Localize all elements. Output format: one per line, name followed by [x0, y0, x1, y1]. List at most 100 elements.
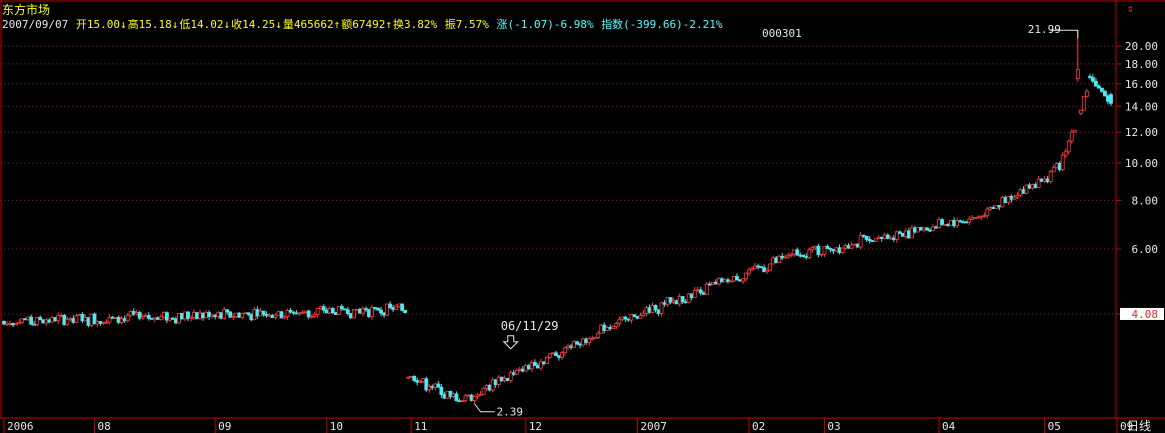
candle-up [107, 316, 112, 323]
candle-down [228, 311, 233, 318]
candle-down [738, 279, 742, 282]
candle-down [430, 386, 435, 388]
candle-up [882, 234, 887, 239]
candle-up [315, 308, 320, 315]
candle-down [291, 311, 296, 314]
candle-down [403, 309, 408, 314]
candle-up [418, 381, 423, 383]
candle-up [140, 316, 145, 319]
x-tick-label: 08 [97, 420, 110, 433]
candle-down [864, 235, 869, 240]
candle-up [722, 279, 727, 283]
candle-up [161, 312, 166, 318]
stock-name: 东方市场 [2, 3, 51, 17]
candle-up [1063, 151, 1068, 156]
candle-down [680, 296, 685, 303]
candle-up [204, 312, 208, 319]
candle-up [789, 253, 794, 256]
candle-up [463, 395, 468, 401]
candle-down [762, 267, 767, 273]
candle-up [59, 314, 64, 317]
candle-up [385, 303, 389, 316]
candle-up [351, 309, 356, 319]
candle-up [517, 368, 522, 371]
candle-up [813, 245, 818, 249]
candle-down [436, 383, 441, 388]
candle-down [828, 248, 833, 250]
candle-up [8, 323, 12, 325]
candle-up [409, 375, 414, 378]
candle-down [846, 245, 851, 249]
candle-down [1100, 87, 1104, 92]
candle-up [1000, 197, 1005, 208]
quote-index: 指数(-399.66)-2.21% [601, 18, 723, 31]
candle-down [321, 306, 326, 311]
candle-up [903, 230, 908, 237]
candle-up [421, 378, 426, 382]
candle-up [858, 234, 863, 248]
candle-down [32, 323, 37, 326]
candle-up [65, 318, 70, 326]
candle-up [1060, 154, 1065, 171]
candle-up [309, 315, 314, 318]
candle-down [47, 319, 52, 323]
candle-up [514, 369, 519, 375]
candle-up [231, 316, 236, 318]
quote-amplitude: 振7.57% [444, 18, 489, 31]
candle-down [885, 234, 890, 239]
candle-down [759, 266, 763, 269]
candle-down [554, 352, 558, 357]
candle-down [225, 309, 230, 313]
x-tick-label: 03 [827, 420, 840, 433]
candle-up [617, 318, 622, 324]
x-tick-label: 2007 [640, 420, 667, 433]
candle-down [400, 303, 405, 311]
candle-up [747, 269, 751, 274]
candle-down [1003, 197, 1008, 204]
candle-up [216, 312, 221, 318]
candle-down [391, 307, 396, 310]
candle-up [671, 300, 676, 303]
candle-down [632, 314, 637, 317]
candle-down [837, 247, 842, 254]
candle-up [128, 311, 133, 316]
candle-down [207, 312, 212, 318]
candle-down [29, 316, 34, 325]
candle-up [638, 315, 643, 319]
candle-up [560, 352, 564, 358]
candle-up [303, 310, 308, 313]
down-arrow-icon [502, 335, 519, 350]
candle-down [1087, 76, 1092, 78]
candle-down [376, 307, 380, 311]
candle-down [2, 320, 6, 325]
candle-down [149, 317, 154, 320]
candle-up [327, 308, 332, 314]
candle-up [243, 312, 248, 315]
candle-down [237, 312, 242, 318]
candle-up [56, 315, 61, 322]
candle-down [1033, 184, 1038, 189]
candle-down [92, 313, 97, 325]
candle-up [466, 394, 471, 397]
candle-down [879, 236, 884, 239]
candle-down [1039, 178, 1044, 182]
candle-down [569, 345, 573, 348]
candle-down [1021, 189, 1026, 194]
candle-down [23, 318, 28, 321]
quote-amount: 额67492↑ [341, 18, 392, 31]
candle-down [780, 255, 785, 259]
candle-down [487, 385, 492, 391]
candle-down [919, 227, 923, 231]
candle-up [355, 308, 359, 311]
candle-up [74, 315, 79, 323]
candle-down [1097, 85, 1101, 89]
x-tick-label: 11 [414, 420, 427, 433]
candle-up [970, 217, 975, 220]
candle-down [246, 312, 251, 315]
candle-up [843, 245, 848, 249]
candle-up [125, 314, 130, 322]
settings-icon: ⇕ [1127, 2, 1134, 15]
candle-up [994, 205, 999, 209]
candle-up [192, 312, 196, 318]
